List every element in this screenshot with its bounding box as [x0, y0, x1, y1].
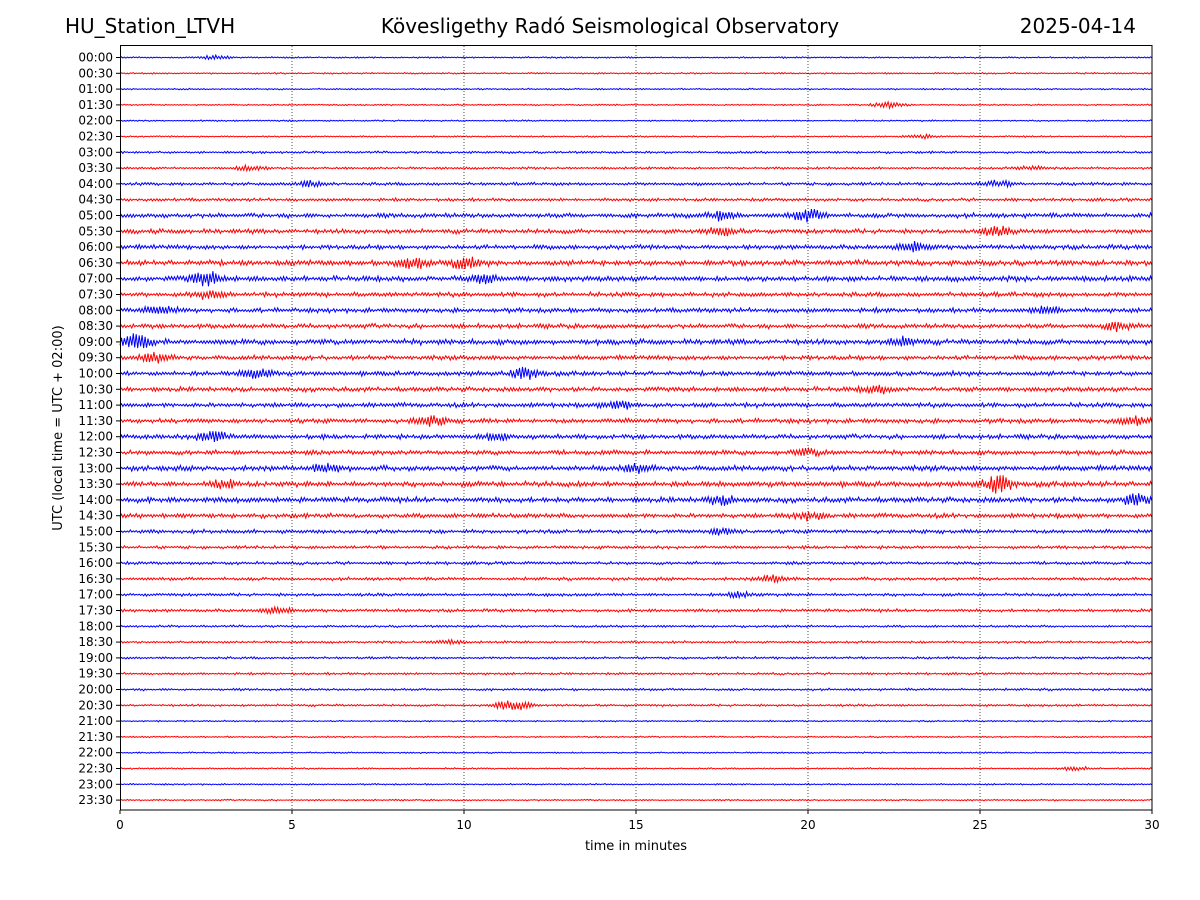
y-tick-label: 05:30	[78, 224, 113, 238]
x-tick-label: 5	[288, 818, 296, 832]
station-name: HU_Station_LTVH	[65, 14, 236, 38]
y-tick-label: 22:30	[78, 762, 113, 776]
y-tick-label: 08:00	[78, 303, 113, 317]
trace-2200	[119, 751, 1153, 755]
trace-0900	[119, 333, 1153, 349]
trace-0830	[119, 321, 1153, 333]
y-tick-label: 04:00	[78, 177, 113, 191]
y-tick-label: 19:30	[78, 667, 113, 681]
y-tick-label: 23:30	[78, 793, 113, 807]
trace-2030	[119, 700, 1153, 711]
x-axis-label: time in minutes	[585, 839, 687, 854]
y-tick-label: 18:00	[78, 619, 113, 633]
trace-0300	[119, 150, 1153, 155]
y-tick-label: 04:30	[78, 193, 113, 207]
trace-0400	[119, 178, 1153, 189]
y-tick-label: 09:00	[78, 335, 113, 349]
y-tick-label: 11:30	[78, 414, 113, 428]
y-tick-label: 17:00	[78, 588, 113, 602]
y-tick-label: 21:00	[78, 714, 113, 728]
trace-0130	[119, 100, 1153, 111]
y-tick-label: 07:00	[78, 272, 113, 286]
trace-layer	[119, 53, 1153, 802]
y-tick-label: 15:30	[78, 540, 113, 554]
y-tick-label: 06:00	[78, 240, 113, 254]
trace-1100	[119, 399, 1153, 410]
y-tick-label: 21:30	[78, 730, 113, 744]
y-tick-label: 14:00	[78, 493, 113, 507]
y-tick-label: 00:00	[78, 51, 113, 65]
trace-0930	[119, 351, 1153, 364]
trace-1630	[119, 574, 1153, 585]
trace-1430	[119, 511, 1153, 522]
y-tick-label: 08:30	[78, 319, 113, 333]
chart-date: 2025-04-14	[1019, 14, 1136, 38]
x-tick-label: 0	[116, 818, 124, 832]
y-tick-label: 06:30	[78, 256, 113, 270]
trace-0700	[119, 271, 1153, 287]
y-tick-label: 23:00	[78, 777, 113, 791]
trace-1230	[119, 446, 1153, 458]
x-tick-label: 20	[800, 818, 815, 832]
y-tick-label: 03:00	[78, 145, 113, 159]
y-tick-label: 01:00	[78, 82, 113, 96]
y-tick-label: 02:00	[78, 114, 113, 128]
y-tick-label: 20:00	[78, 683, 113, 697]
x-axis: 0 5 10 15 20 25 30	[116, 810, 1160, 832]
trace-0330	[119, 163, 1153, 173]
y-tick-label: 15:00	[78, 525, 113, 539]
y-tick-label: 03:30	[78, 161, 113, 175]
trace-0800	[119, 304, 1153, 315]
x-tick-label: 15	[628, 818, 643, 832]
y-tick-label: 20:30	[78, 698, 113, 712]
y-axis-label: UTC (local time = UTC + 02:00)	[51, 325, 66, 530]
x-tick-label: 10	[456, 818, 471, 832]
y-tick-label: 07:30	[78, 288, 113, 302]
y-tick-label: 14:30	[78, 509, 113, 523]
trace-2230	[119, 765, 1153, 772]
y-tick-label: 19:00	[78, 651, 113, 665]
y-tick-label: 12:30	[78, 446, 113, 460]
trace-0730	[119, 289, 1153, 300]
x-tick-label: 25	[972, 818, 987, 832]
y-tick-label: 13:30	[78, 477, 113, 491]
y-tick-label: 13:00	[78, 461, 113, 475]
chart-title: Kövesligethy Radó Seismological Observat…	[380, 14, 840, 38]
y-tick-label: 09:30	[78, 351, 113, 365]
y-tick-label: 10:30	[78, 382, 113, 396]
trace-1330	[119, 475, 1153, 494]
y-tick-label: 18:30	[78, 635, 113, 649]
y-tick-label: 05:00	[78, 209, 113, 223]
trace-1030	[119, 384, 1153, 395]
y-tick-label: 17:30	[78, 604, 113, 618]
y-tick-label: 00:30	[78, 66, 113, 80]
trace-0530	[119, 225, 1153, 237]
y-tick-label: 22:00	[78, 746, 113, 760]
trace-2000	[119, 687, 1153, 692]
trace-0000	[119, 53, 1153, 61]
y-tick-label: 12:00	[78, 430, 113, 444]
trace-1600	[119, 560, 1153, 566]
trace-2330	[119, 798, 1153, 802]
grid-layer	[291, 46, 981, 810]
x-tick-label: 30	[1144, 818, 1159, 832]
y-tick-label: 01:30	[78, 98, 113, 112]
y-tick-label: 11:00	[78, 398, 113, 412]
y-tick-label: 16:30	[78, 572, 113, 586]
y-tick-label: 02:30	[78, 130, 113, 144]
y-tick-label: 10:00	[78, 367, 113, 381]
y-tick-label: 16:00	[78, 556, 113, 570]
trace-1830	[119, 638, 1153, 646]
